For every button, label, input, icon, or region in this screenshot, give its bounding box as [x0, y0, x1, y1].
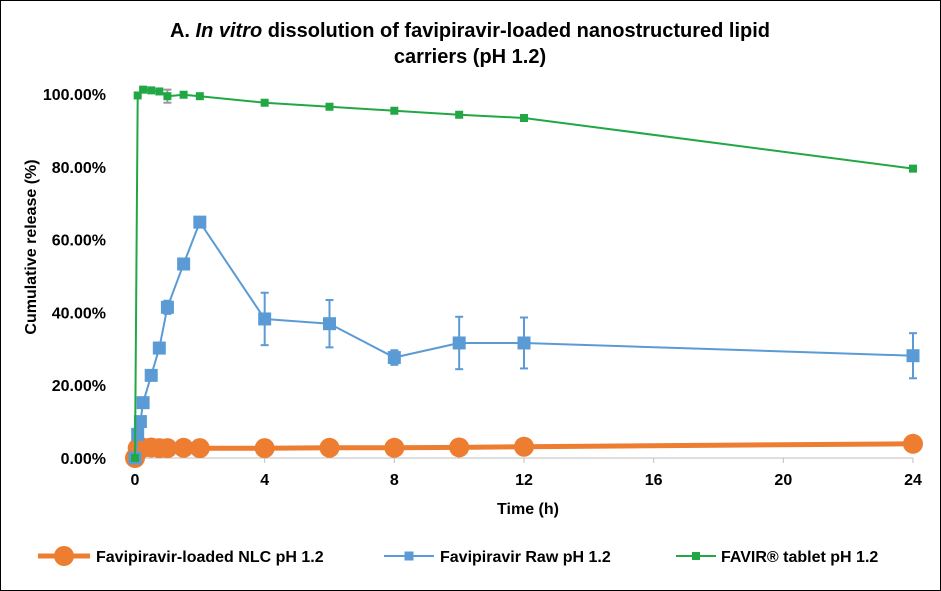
legend-item-2: Favipiravir Raw pH 1.2	[384, 549, 611, 566]
data-point	[254, 438, 275, 459]
data-point	[189, 438, 210, 459]
data-point	[133, 91, 142, 100]
data-point	[133, 415, 147, 429]
data-point	[455, 110, 464, 119]
y-axis-label: Cumulative release (%)	[23, 159, 40, 334]
data-point	[325, 102, 334, 111]
data-point	[147, 86, 156, 95]
y-tick-label: 60.00%	[52, 233, 106, 250]
legend-label: Favipiravir Raw pH 1.2	[440, 549, 611, 566]
data-point	[155, 87, 164, 96]
data-point	[131, 427, 145, 441]
data-point	[909, 164, 917, 173]
plot-area	[125, 85, 923, 468]
data-point	[452, 336, 466, 350]
data-point	[139, 85, 148, 94]
legend-marker	[54, 546, 74, 566]
data-point	[258, 312, 272, 326]
data-point	[520, 114, 528, 123]
data-point	[260, 98, 269, 107]
legend-marker	[692, 552, 700, 560]
x-tick-label: 12	[515, 472, 533, 489]
data-point	[514, 436, 534, 457]
data-point	[160, 300, 174, 314]
data-point	[387, 351, 401, 365]
x-tick-label: 16	[645, 472, 663, 489]
chart-title-line-1: A. In vitro dissolution of favipiravir-l…	[170, 20, 770, 42]
legend-label: FAVIR® tablet pH 1.2	[721, 549, 878, 566]
data-point	[384, 437, 405, 458]
data-point	[179, 90, 188, 99]
data-point	[903, 433, 923, 454]
data-point	[177, 257, 191, 271]
y-tick-label: 20.00%	[52, 378, 106, 395]
y-tick-label: 100.00%	[43, 87, 106, 104]
data-point	[319, 437, 340, 458]
x-tick-label: 20	[774, 472, 792, 489]
y-tick-label: 40.00%	[52, 305, 106, 322]
data-point	[906, 349, 920, 363]
data-point	[193, 215, 207, 229]
x-tick-label: 24	[904, 472, 922, 489]
x-tick-label: 8	[390, 472, 399, 489]
data-point	[136, 396, 150, 410]
series-1	[125, 433, 923, 468]
data-point	[131, 454, 139, 462]
data-point	[195, 92, 204, 101]
data-point	[163, 92, 172, 101]
series-3	[131, 85, 917, 462]
legend: Favipiravir-loaded NLC pH 1.2 Favipiravir…	[38, 546, 878, 566]
legend-marker	[404, 551, 414, 561]
data-point	[390, 106, 399, 115]
data-point	[449, 437, 470, 458]
x-tick-label: 0	[131, 472, 140, 489]
data-point	[517, 336, 531, 350]
y-tick-label: 0.00%	[61, 451, 106, 468]
y-tick-label: 80.00%	[52, 160, 106, 177]
x-axis-label: Time (h)	[497, 501, 559, 518]
legend-label: Favipiravir-loaded NLC pH 1.2	[96, 549, 324, 566]
legend-item-3: FAVIR® tablet pH 1.2	[676, 549, 878, 566]
series-2	[128, 215, 920, 465]
series-line	[134, 88, 914, 459]
data-point	[173, 437, 194, 458]
chart-title-line-2: carriers (pH 1.2)	[394, 46, 546, 68]
data-point	[157, 438, 178, 459]
data-point	[144, 368, 158, 382]
x-tick-label: 4	[260, 472, 269, 489]
legend-item-1: Favipiravir-loaded NLC pH 1.2	[38, 546, 324, 566]
data-point	[152, 341, 166, 355]
data-point	[323, 317, 336, 331]
